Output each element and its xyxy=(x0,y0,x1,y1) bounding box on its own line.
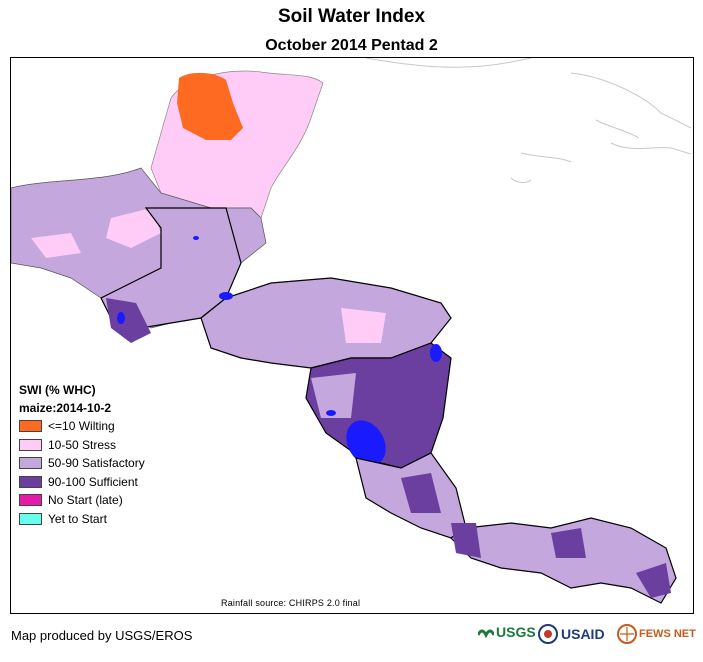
legend-swatch xyxy=(19,420,42,433)
legend-crop-date: maize:2014-10-2 xyxy=(19,401,112,415)
satisfactory-patch xyxy=(311,373,356,418)
legend-swatch xyxy=(19,457,42,470)
caribbean-islands xyxy=(365,58,692,183)
usgs-logo: USGS xyxy=(478,624,536,640)
guatemala-region xyxy=(100,207,242,329)
rainfall-source: Rainfall source: CHIRPS 2.0 final xyxy=(221,598,361,608)
legend-label: <=10 Wilting xyxy=(48,419,115,434)
usaid-seal-icon xyxy=(538,624,558,644)
legend-title: SWI (% WHC) xyxy=(19,383,96,397)
legend-item: 10-50 Stress xyxy=(19,436,145,455)
lake-nicaragua xyxy=(346,420,386,466)
water-bodies xyxy=(117,236,442,416)
map-credit: Map produced by USGS/EROS xyxy=(11,628,193,643)
legend-item: 90-100 Sufficient xyxy=(19,473,145,492)
wilting-patch xyxy=(177,72,243,140)
legend-item: 50-90 Satisfactory xyxy=(19,454,145,473)
usgs-icon xyxy=(478,629,494,639)
map-subtitle: October 2014 Pentad 2 xyxy=(265,37,438,54)
fews-net-logo: FEWS NET xyxy=(617,624,696,644)
sufficient-patch xyxy=(636,563,671,598)
legend-swatch xyxy=(19,512,42,525)
legend-swatch xyxy=(19,475,42,488)
stress-patch xyxy=(31,233,81,258)
legend-items: <=10 Wilting 10-50 Stress 50-90 Satisfacto… xyxy=(19,417,145,528)
legend-label: 50-90 Satisfactory xyxy=(48,456,145,471)
legend-swatch xyxy=(19,438,42,451)
legend-label: 90-100 Sufficient xyxy=(48,474,138,489)
usaid-logo: USAID xyxy=(538,624,605,644)
legend-label: No Start (late) xyxy=(48,493,123,508)
nicaragua-region xyxy=(305,342,452,469)
map-title: Soil Water Index xyxy=(277,6,426,27)
sufficient-patch xyxy=(401,473,441,513)
legend: SWI (% WHC) maize:2014-10-2 <=10 Wilting… xyxy=(19,381,145,528)
legend-label: Yet to Start xyxy=(48,511,107,526)
sufficient-patch xyxy=(106,298,151,343)
legend-swatch xyxy=(19,494,42,507)
legend-item: No Start (late) xyxy=(19,491,145,510)
legend-label: 10-50 Stress xyxy=(48,437,117,452)
fews-globe-icon xyxy=(617,624,637,644)
sufficient-patch xyxy=(451,523,481,558)
panama-region xyxy=(450,517,677,604)
legend-item: Yet to Start xyxy=(19,510,145,529)
map-frame xyxy=(10,57,694,614)
sufficient-patch xyxy=(551,528,586,558)
central-america-map xyxy=(11,58,692,604)
stress-patch xyxy=(341,308,386,343)
legend-item: <=10 Wilting xyxy=(19,417,145,436)
stress-patch xyxy=(106,208,161,248)
yucatan-region xyxy=(150,70,324,219)
